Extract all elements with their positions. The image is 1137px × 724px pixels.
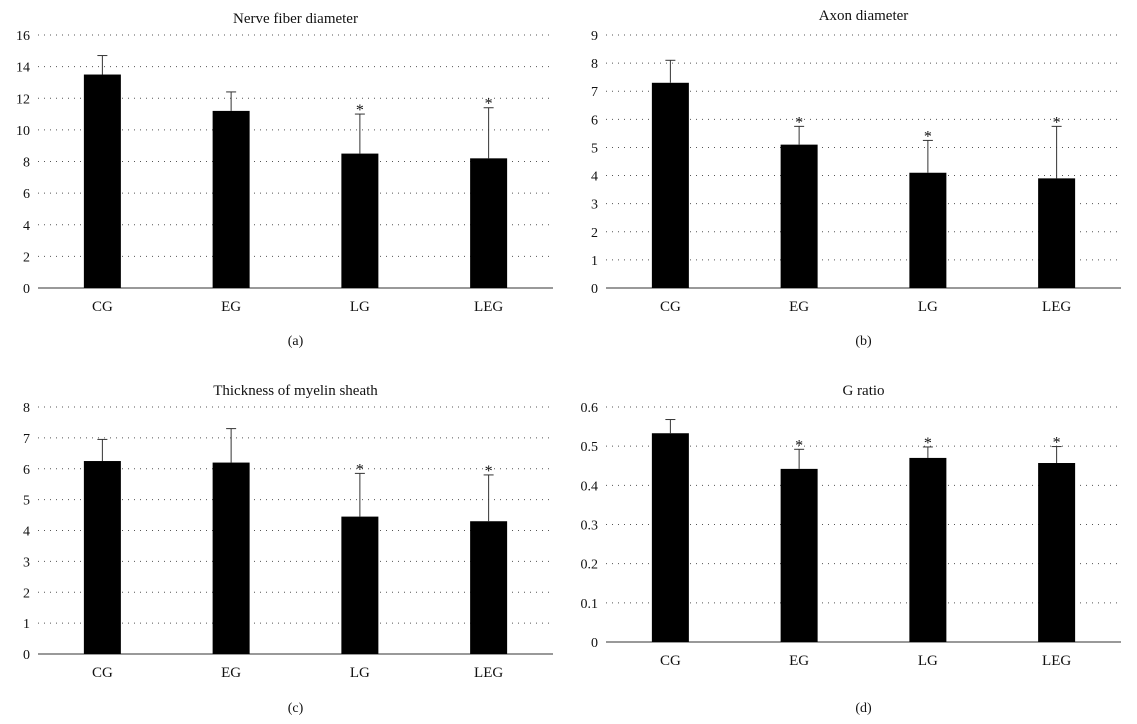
category-label-cg: CG — [660, 299, 681, 315]
significance-mark-eg: * — [795, 437, 803, 454]
chart-panel-d: G ratio 0 0.1 0.2 0.3 0.4 0.5 0.6 CG * EG * LG * LEG (d… — [568, 362, 1128, 722]
y-tick-label: 5 — [591, 141, 598, 156]
category-label-eg: EG — [221, 299, 241, 315]
chart-d: G ratio 0 0.1 0.2 0.3 0.4 0.5 0.6 CG * EG * LG * LEG (d… — [581, 383, 1121, 716]
category-label-cg: CG — [92, 299, 113, 315]
category-label-cg: CG — [660, 653, 681, 669]
y-tick-label: 16 — [16, 29, 30, 44]
bar-cg — [83, 461, 121, 654]
chart-panel-a: Nerve fiber diameter 0 2 4 6 8 10 12 14 16 CG EG * LG… — [0, 0, 560, 360]
y-tick-label: 2 — [23, 250, 30, 265]
y-tick-label: 4 — [23, 219, 30, 234]
category-label-lg: LG — [918, 299, 938, 315]
y-tick-label: 6 — [23, 463, 30, 478]
y-tick-label: 0.6 — [581, 401, 599, 416]
significance-mark-lg: * — [356, 102, 364, 119]
significance-mark-leg: * — [1053, 435, 1061, 452]
category-label-leg: LEG — [474, 299, 503, 315]
y-tick-label: 4 — [23, 525, 30, 540]
y-tick-label: 10 — [16, 124, 30, 139]
significance-mark-lg: * — [356, 461, 364, 478]
bar-lg — [909, 457, 947, 642]
y-tick-label: 1 — [591, 254, 598, 269]
significance-mark-lg: * — [924, 435, 932, 452]
y-tick-label: 0.5 — [581, 440, 599, 455]
y-tick-label: 0 — [23, 648, 30, 663]
y-tick-label: 5 — [23, 494, 30, 509]
category-label-eg: EG — [789, 299, 809, 315]
significance-mark-leg: * — [485, 463, 493, 480]
chart-title: Axon diameter — [819, 8, 909, 24]
bar-leg — [1038, 463, 1076, 642]
y-tick-label: 3 — [591, 198, 598, 213]
chart-c: Thickness of myelin sheath 0 1 2 3 4 5 6 7 8 CG EG *… — [23, 383, 553, 716]
chart-b: Axon diameter 0 1 2 3 4 5 6 7 8 9 CG * EG * LG * LEG (b) — [591, 8, 1121, 349]
category-label-lg: LG — [350, 299, 370, 315]
chart-title: Nerve fiber diameter — [233, 11, 358, 27]
y-tick-label: 8 — [591, 57, 598, 72]
bar-eg — [780, 144, 818, 288]
category-label-cg: CG — [92, 665, 113, 681]
y-tick-label: 0 — [23, 282, 30, 297]
panel-label: (d) — [855, 701, 872, 716]
y-tick-label: 0.1 — [581, 597, 599, 612]
bar-cg — [651, 433, 689, 642]
significance-mark-leg: * — [485, 96, 493, 113]
y-tick-label: 4 — [591, 170, 598, 185]
y-tick-label: 0 — [591, 636, 598, 651]
bar-eg — [780, 468, 818, 642]
bar-leg — [1038, 178, 1076, 288]
y-tick-label: 0.2 — [581, 558, 599, 573]
bar-eg — [212, 462, 250, 654]
y-tick-label: 0.4 — [581, 479, 599, 494]
y-tick-label: 9 — [591, 29, 598, 44]
y-tick-label: 14 — [16, 61, 30, 76]
bar-lg — [341, 153, 379, 288]
y-tick-label: 2 — [591, 226, 598, 241]
category-label-leg: LEG — [1042, 299, 1071, 315]
bar-cg — [83, 74, 121, 288]
y-tick-label: 1 — [23, 617, 30, 632]
y-tick-label: 0 — [591, 282, 598, 297]
panel-label: (c) — [288, 701, 304, 716]
significance-mark-lg: * — [924, 128, 932, 145]
significance-mark-leg: * — [1053, 114, 1061, 131]
category-label-lg: LG — [350, 665, 370, 681]
category-label-leg: LEG — [1042, 653, 1071, 669]
bar-leg — [470, 521, 508, 654]
category-label-eg: EG — [789, 653, 809, 669]
bar-lg — [909, 172, 947, 288]
chart-a: Nerve fiber diameter 0 2 4 6 8 10 12 14 16 CG EG * LG… — [16, 11, 553, 349]
bar-eg — [212, 110, 250, 289]
panel-label: (b) — [855, 334, 872, 349]
y-tick-label: 7 — [591, 85, 598, 100]
bar-cg — [651, 82, 689, 289]
category-label-lg: LG — [918, 653, 938, 669]
y-tick-label: 6 — [591, 113, 598, 128]
bar-leg — [470, 158, 508, 288]
y-tick-label: 3 — [23, 555, 30, 570]
chart-title: Thickness of myelin sheath — [213, 383, 378, 399]
y-tick-label: 6 — [23, 187, 30, 202]
chart-panel-b: Axon diameter 0 1 2 3 4 5 6 7 8 9 CG * EG * LG * LEG (b) — [568, 0, 1128, 360]
chart-panel-c: Thickness of myelin sheath 0 1 2 3 4 5 6 7 8 CG EG *… — [0, 362, 560, 722]
y-tick-label: 12 — [16, 92, 30, 107]
y-tick-label: 7 — [23, 432, 30, 447]
panel-label: (a) — [288, 334, 304, 349]
chart-title: G ratio — [842, 383, 884, 399]
y-tick-label: 8 — [23, 401, 30, 416]
y-tick-label: 8 — [23, 156, 30, 171]
y-tick-label: 2 — [23, 586, 30, 601]
significance-mark-eg: * — [795, 114, 803, 131]
category-label-leg: LEG — [474, 665, 503, 681]
category-label-eg: EG — [221, 665, 241, 681]
bar-lg — [341, 516, 379, 654]
y-tick-label: 0.3 — [581, 519, 599, 534]
